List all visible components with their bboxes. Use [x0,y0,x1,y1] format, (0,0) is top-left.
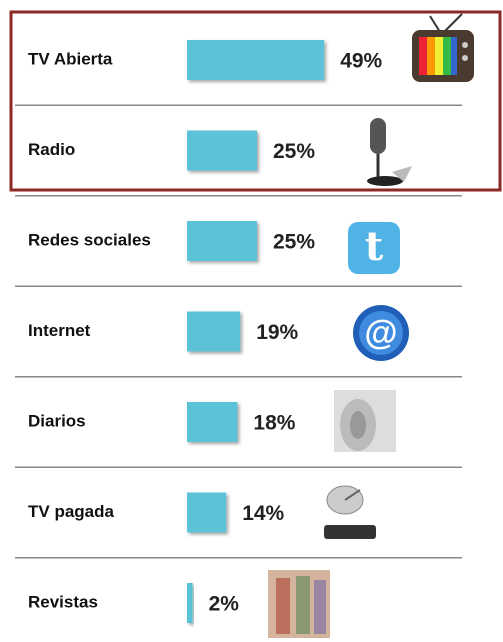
value-label: 19% [256,321,298,344]
bar [187,221,257,261]
category-label: Internet [28,321,91,340]
category-label: TV Abierta [28,49,113,68]
value-label: 14% [242,502,284,525]
satellite-icon [324,485,376,539]
bar [187,583,193,623]
bar [187,40,325,80]
category-label: Revistas [28,592,98,611]
category-label: TV pagada [28,502,115,521]
category-label: Radio [28,140,75,159]
value-label: 25% [273,231,315,254]
internet-icon: @ [353,305,409,361]
value-label: 25% [273,140,315,163]
value-label: 2% [209,593,240,616]
newspaper-icon [334,390,396,452]
bar [187,402,238,442]
magazines-icon [268,570,330,638]
category-label: Diarios [28,411,86,430]
twitter-icon: t [348,222,400,274]
value-label: 18% [253,412,295,435]
svg-text:@: @ [364,314,397,352]
highlight-box [9,10,502,192]
category-label: Redes sociales [28,230,151,249]
bar [187,130,257,171]
bar [187,311,241,352]
tv-icon [412,13,474,82]
bar [187,492,227,533]
svg-text:t: t [365,223,384,270]
radio-mic-icon [367,118,412,186]
value-label: 49% [340,50,382,73]
